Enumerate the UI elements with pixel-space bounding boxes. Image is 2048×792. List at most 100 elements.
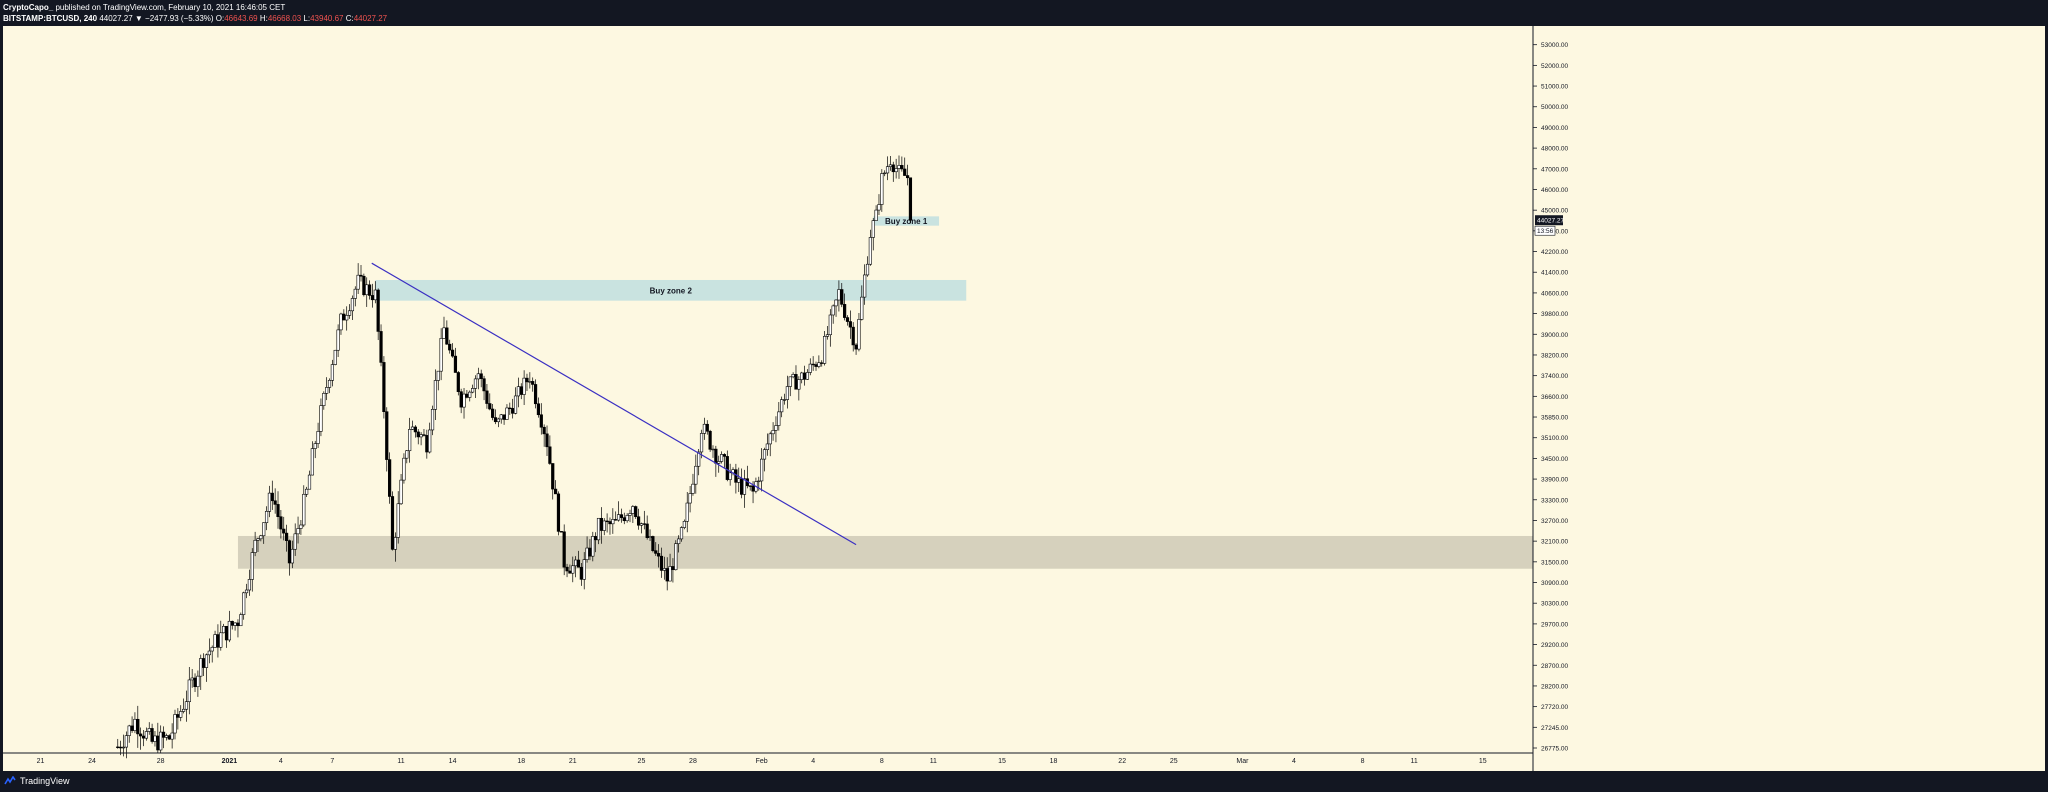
candle-body[interactable] — [571, 565, 575, 574]
candle-body[interactable] — [728, 472, 732, 480]
candle-body[interactable] — [121, 746, 126, 749]
candle-body[interactable] — [119, 746, 123, 749]
candle-body[interactable] — [851, 326, 855, 346]
candle-body[interactable] — [594, 536, 598, 541]
candle-body[interactable] — [296, 528, 300, 535]
candle-body[interactable] — [416, 431, 420, 438]
candle-body[interactable] — [159, 731, 163, 751]
candle-body[interactable] — [579, 566, 583, 580]
candle-body[interactable] — [413, 426, 417, 433]
candle-body[interactable] — [299, 524, 303, 529]
candle-body[interactable] — [805, 372, 810, 380]
candle-body[interactable] — [471, 388, 475, 393]
zone-buy-zone-1[interactable] — [873, 216, 940, 226]
candle-body[interactable] — [588, 547, 592, 557]
candle-body[interactable] — [408, 429, 412, 452]
candle-body[interactable] — [293, 533, 297, 550]
candle-body[interactable] — [519, 386, 523, 395]
candle-body[interactable] — [184, 701, 189, 710]
candle-body[interactable] — [287, 540, 292, 564]
candle-body[interactable] — [425, 435, 429, 453]
candle-body[interactable] — [230, 620, 234, 626]
candle-body[interactable] — [559, 531, 563, 533]
candle-body[interactable] — [259, 535, 263, 540]
candle-body[interactable] — [496, 418, 500, 423]
candle-body[interactable] — [808, 363, 812, 373]
candle-body[interactable] — [336, 329, 340, 351]
candle-body[interactable] — [482, 378, 486, 392]
candle-body[interactable] — [247, 579, 252, 591]
candle-body[interactable] — [350, 298, 355, 312]
candle-body[interactable] — [665, 568, 669, 582]
candle-body[interactable] — [385, 411, 389, 460]
candle-body[interactable] — [170, 732, 174, 740]
candle-body[interactable] — [285, 532, 289, 541]
candle-body[interactable] — [330, 364, 334, 381]
candle-body[interactable] — [236, 622, 240, 627]
candle-body[interactable] — [253, 539, 257, 553]
candle-body[interactable] — [679, 527, 684, 540]
candle-body[interactable] — [130, 725, 134, 731]
candle-body[interactable] — [133, 718, 137, 731]
candle-body[interactable] — [436, 370, 440, 381]
candle-body[interactable] — [562, 531, 566, 568]
candle-body[interactable] — [313, 443, 317, 449]
candle-body[interactable] — [903, 168, 907, 176]
candle-body[interactable] — [279, 516, 283, 530]
candle-body[interactable] — [877, 204, 881, 211]
candle-body[interactable] — [553, 488, 558, 495]
candle-body[interactable] — [820, 362, 824, 364]
candle-body[interactable] — [605, 520, 609, 523]
candle-body[interactable] — [124, 735, 128, 748]
candle-body[interactable] — [456, 372, 460, 392]
candle-body[interactable] — [419, 434, 423, 438]
candle-body[interactable] — [760, 458, 764, 482]
candle-body[interactable] — [485, 390, 489, 404]
candle-body[interactable] — [525, 377, 529, 383]
candle-body[interactable] — [193, 677, 197, 688]
candle-body[interactable] — [173, 714, 177, 734]
candle-body[interactable] — [282, 528, 286, 534]
candle-body[interactable] — [176, 714, 180, 718]
author-name[interactable]: CryptoCapo_ — [3, 3, 54, 12]
candle-body[interactable] — [639, 523, 644, 526]
candle-body[interactable] — [499, 414, 503, 420]
candle-body[interactable] — [305, 488, 309, 495]
candle-body[interactable] — [465, 393, 469, 398]
candle-body[interactable] — [576, 559, 581, 568]
candle-body[interactable] — [860, 296, 864, 320]
candle-body[interactable] — [625, 515, 629, 522]
tradingview-brand[interactable]: TradingView — [20, 776, 70, 786]
candle-body[interactable] — [468, 391, 472, 398]
candle-body[interactable] — [840, 289, 844, 305]
candle-body[interactable] — [199, 658, 203, 677]
candle-body[interactable] — [373, 289, 377, 301]
candle-body[interactable] — [370, 295, 375, 301]
candle-body[interactable] — [479, 373, 483, 380]
candle-body[interactable] — [147, 728, 151, 732]
candle-body[interactable] — [322, 393, 326, 406]
candle-body[interactable] — [462, 393, 466, 408]
candle-body[interactable] — [528, 381, 532, 383]
candle-body[interactable] — [476, 373, 480, 380]
candle-body[interactable] — [422, 434, 426, 436]
candle-body[interactable] — [439, 338, 443, 372]
candle-body[interactable] — [885, 166, 890, 174]
candle-body[interactable] — [848, 321, 852, 328]
candle-body[interactable] — [659, 555, 664, 571]
candle-body[interactable] — [688, 493, 692, 504]
candle-body[interactable] — [574, 559, 578, 567]
candle-body[interactable] — [167, 735, 171, 740]
candle-body[interactable] — [811, 363, 815, 366]
candle-body[interactable] — [493, 417, 498, 423]
zone-buy-zone-2[interactable] — [375, 279, 967, 301]
candle-body[interactable] — [900, 165, 904, 170]
candle-body[interactable] — [402, 457, 406, 481]
candle-body[interactable] — [542, 426, 546, 435]
candle-body[interactable] — [531, 381, 535, 385]
candle-body[interactable] — [396, 503, 400, 538]
candle-body[interactable] — [794, 374, 798, 390]
candle-body[interactable] — [204, 654, 209, 668]
candle-body[interactable] — [347, 310, 352, 316]
